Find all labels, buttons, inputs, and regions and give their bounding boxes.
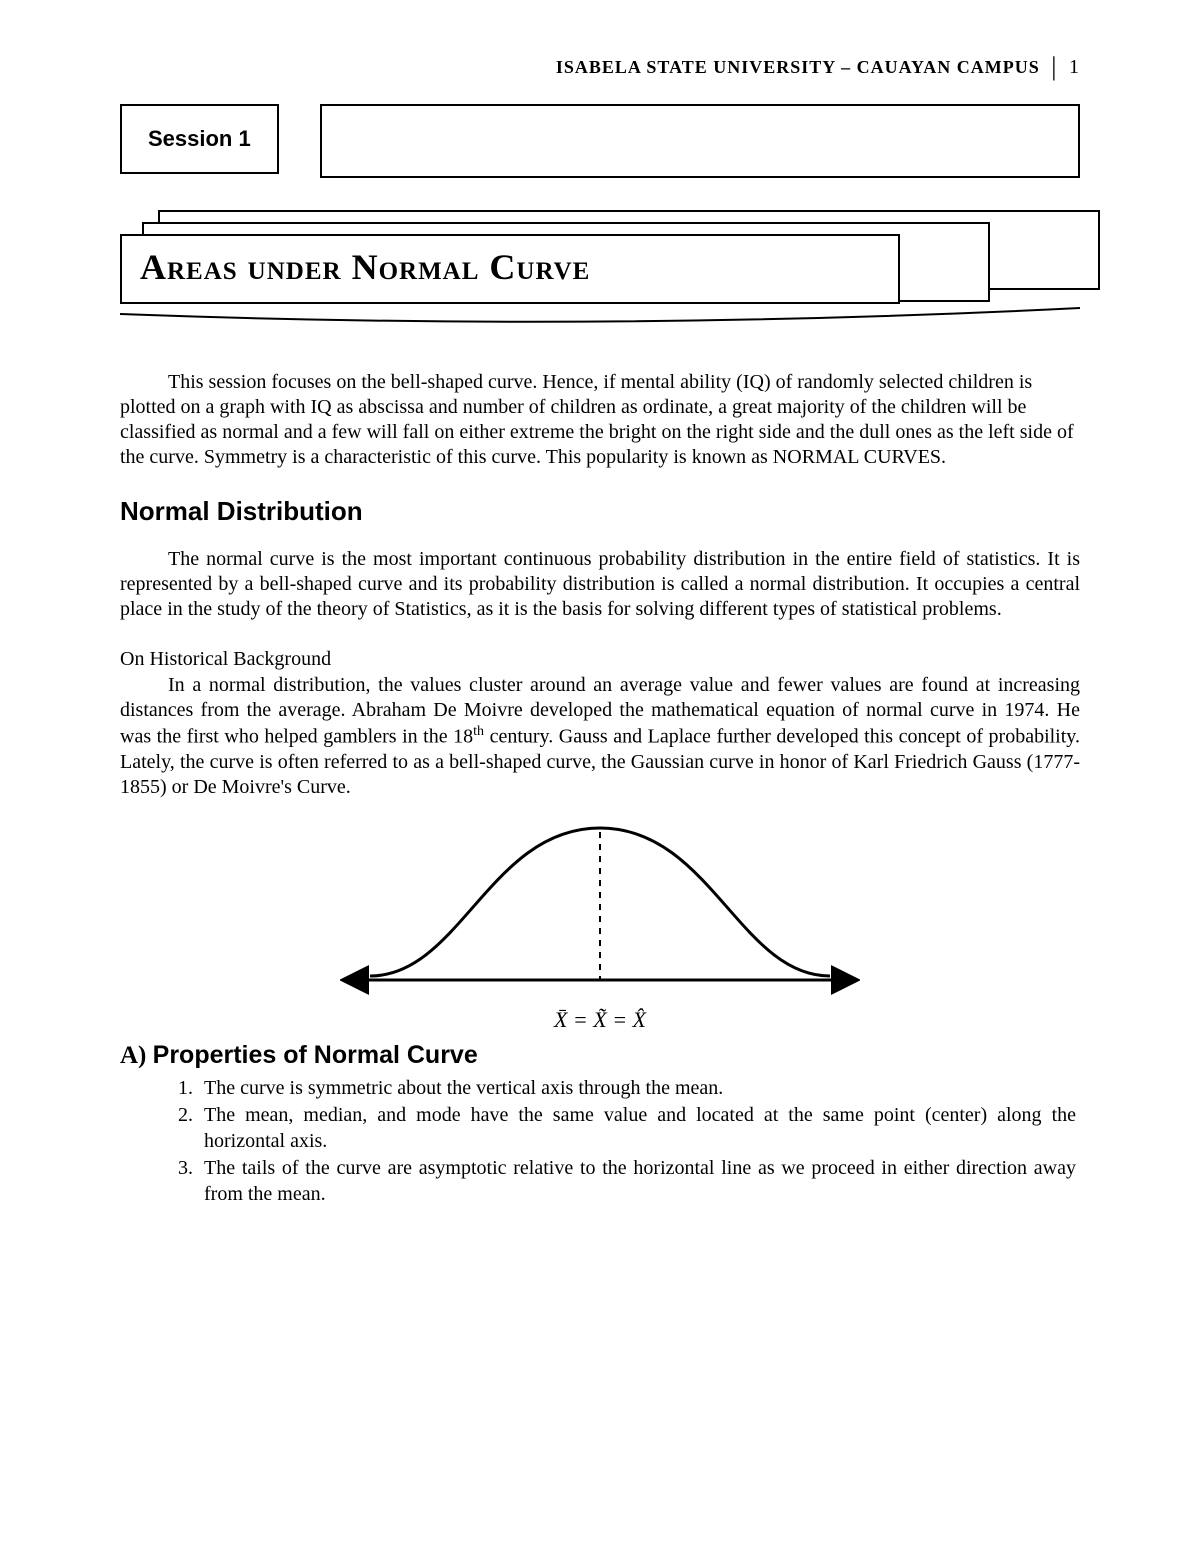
property-item: The mean, median, and mode have the same… [198,1103,1076,1154]
historical-background-paragraph: In a normal distribution, the values clu… [120,673,1080,800]
bell-curve-svg [340,808,860,998]
institution-name: ISABELA STATE UNIVERSITY – CAUAYAN CAMPU… [556,57,1040,77]
properties-list: The curve is symmetric about the vertica… [198,1076,1080,1208]
historical-background-heading: On Historical Background [120,648,1080,671]
property-item: The curve is symmetric about the vertica… [198,1076,1076,1102]
property-item: The tails of the curve are asymptotic re… [198,1156,1076,1207]
normal-distribution-paragraph: The normal curve is the most important c… [120,547,1080,622]
section-a-title: Properties of Normal Curve [153,1041,478,1069]
bell-curve-figure [120,808,1080,1003]
page-number: 1 [1069,56,1080,78]
section-heading-properties: A) Properties of Normal Curve [120,1041,1080,1070]
section-a-lead: A) [120,1042,153,1069]
session-box: Session 1 [120,104,279,174]
title-stack: Areas under Normal Curve [120,210,1080,330]
bell-curve-caption: X̄ = X̃ = X̂ [120,1007,1080,1033]
ordinal-th: th [473,724,484,739]
page-title: Areas under Normal Curve [140,246,880,288]
section-heading-normal-distribution: Normal Distribution [120,496,1080,527]
title-box-front: Areas under Normal Curve [120,234,900,304]
intro-paragraph: This session focuses on the bell-shaped … [120,370,1080,470]
header-boxes: Session 1 [120,104,1080,194]
header-divider: | [1051,52,1057,82]
session-label: Session 1 [148,126,251,151]
title-underline-curve [120,306,1080,330]
page-header: ISABELA STATE UNIVERSITY – CAUAYAN CAMPU… [120,50,1080,80]
empty-header-box [320,104,1080,178]
